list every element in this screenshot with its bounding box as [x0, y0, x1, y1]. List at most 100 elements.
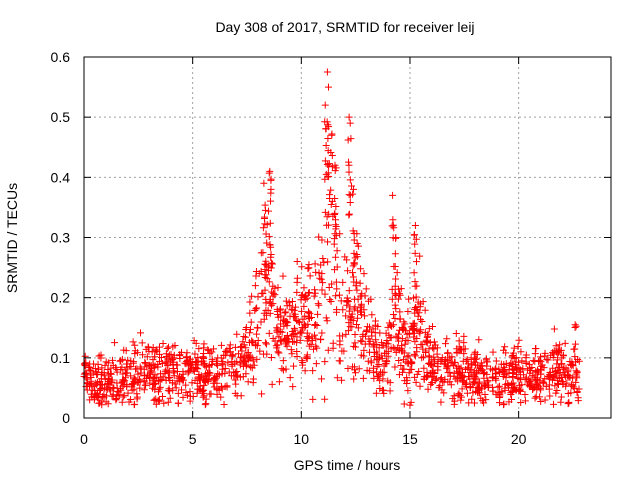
data-point — [553, 356, 561, 364]
data-point — [370, 341, 378, 349]
data-point — [301, 312, 309, 320]
data-point — [552, 372, 560, 380]
data-point — [208, 348, 216, 356]
data-point — [511, 383, 519, 391]
data-point — [137, 369, 145, 377]
data-point — [336, 332, 344, 340]
data-point — [510, 354, 518, 362]
data-point — [332, 292, 340, 300]
data-point — [109, 356, 117, 364]
data-point — [359, 330, 367, 338]
data-point — [354, 295, 362, 303]
data-point — [420, 375, 428, 383]
data-point — [321, 358, 329, 366]
data-point — [217, 393, 225, 401]
data-point — [356, 304, 364, 312]
data-point — [194, 365, 202, 373]
data-point — [345, 168, 353, 176]
data-point — [101, 375, 109, 383]
data-point — [245, 354, 253, 362]
data-point — [195, 374, 203, 382]
data-point — [293, 288, 301, 296]
data-point — [236, 361, 244, 369]
data-point — [433, 350, 441, 358]
x-tick-label: 5 — [189, 431, 197, 447]
data-point — [553, 387, 561, 395]
data-point — [245, 338, 253, 346]
data-point — [317, 261, 325, 269]
data-point — [238, 354, 246, 362]
data-point — [348, 363, 356, 371]
data-point — [468, 395, 476, 403]
data-point — [332, 253, 340, 261]
data-point — [466, 383, 474, 391]
data-point — [388, 295, 396, 303]
data-point — [116, 357, 124, 365]
data-point — [154, 363, 162, 371]
data-point — [213, 384, 221, 392]
data-point — [221, 369, 229, 377]
data-point — [357, 300, 365, 308]
data-point — [546, 374, 554, 382]
data-point — [376, 329, 384, 337]
data-point — [124, 356, 132, 364]
data-point — [460, 373, 468, 381]
data-point — [301, 367, 309, 375]
data-point — [344, 327, 352, 335]
data-point — [562, 373, 570, 381]
data-point — [209, 379, 217, 387]
data-point — [298, 307, 306, 315]
data-point — [454, 391, 462, 399]
data-point — [499, 372, 507, 380]
data-point — [572, 378, 580, 386]
data-point — [475, 336, 483, 344]
data-point — [184, 356, 192, 364]
data-point — [240, 333, 248, 341]
data-point — [492, 373, 500, 381]
data-point — [156, 343, 164, 351]
data-point — [322, 314, 330, 322]
data-point — [343, 298, 351, 306]
data-point — [417, 326, 425, 334]
data-point — [199, 387, 207, 395]
data-point — [410, 329, 418, 337]
data-point — [262, 299, 270, 307]
data-point — [451, 397, 459, 405]
data-point — [195, 345, 203, 353]
data-point — [512, 364, 520, 372]
data-point — [141, 358, 149, 366]
data-point — [378, 341, 386, 349]
data-point — [450, 372, 458, 380]
data-point — [495, 382, 503, 390]
data-point — [150, 374, 158, 382]
data-point — [555, 380, 563, 388]
data-point — [411, 240, 419, 248]
data-point — [425, 352, 433, 360]
data-point — [233, 368, 241, 376]
data-point — [139, 351, 147, 359]
data-point — [205, 369, 213, 377]
data-point — [393, 269, 401, 277]
data-point — [205, 347, 213, 355]
data-point — [85, 363, 93, 371]
data-point — [533, 376, 541, 384]
data-point — [150, 396, 158, 404]
data-point — [257, 249, 265, 257]
data-point — [403, 353, 411, 361]
data-point — [260, 179, 268, 187]
data-point — [105, 374, 113, 382]
data-point — [247, 363, 255, 371]
data-point — [166, 373, 174, 381]
data-point — [482, 355, 490, 363]
data-point — [315, 269, 323, 277]
data-point — [330, 235, 338, 243]
data-point — [391, 263, 399, 271]
data-point — [342, 312, 350, 320]
data-point — [489, 387, 497, 395]
data-point — [293, 278, 301, 286]
data-point — [331, 230, 339, 238]
data-point — [433, 344, 441, 352]
data-point — [422, 338, 430, 346]
data-point — [354, 324, 362, 332]
data-point — [537, 362, 545, 370]
